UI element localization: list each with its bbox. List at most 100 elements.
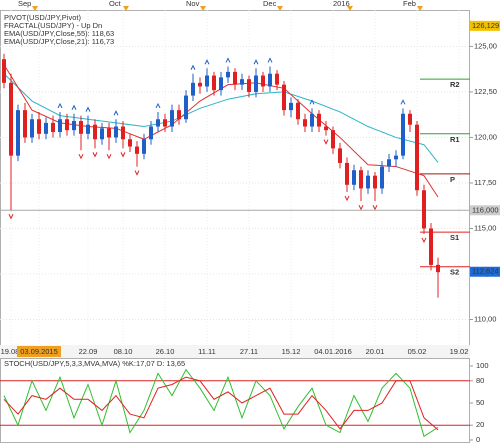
candle-body [352,170,356,185]
price-marker-label: 116,000 [472,205,499,214]
y-tick-label: 122,50 [474,87,497,96]
fractal-up [71,104,77,111]
event-marker [347,6,353,11]
candle-body [128,139,132,147]
fractal-up [225,57,231,63]
candle-body [289,102,293,111]
candle-body [142,139,146,154]
month-label: Feb [403,0,416,8]
fractal-down [120,152,126,158]
fractal-down [344,195,350,202]
candle-body [282,84,286,111]
fractal-down [106,153,112,160]
candle-body [415,124,419,191]
candle-body [436,264,440,273]
osc-y-tick-label: 0 [476,435,480,444]
candle-body [303,119,307,127]
osc-line [3,368,439,438]
fractal-up [85,106,91,112]
candle-body [198,82,202,87]
candle-body [331,130,335,149]
candle-body [247,79,251,92]
candle-body [422,190,426,229]
candle-body [429,228,433,265]
y-tick-label: 120,00 [474,132,497,141]
pivot-label: R2 [450,80,460,89]
candle-body [163,119,167,127]
event-marker [417,6,423,11]
candle-body [261,75,265,87]
candle-body [324,126,328,131]
candle-body [86,124,90,134]
pivot-label: S2 [450,268,459,277]
candle-body [233,71,237,85]
candle-body [135,146,139,154]
candle-body [23,110,27,138]
candle-body [254,75,258,92]
fractal-up [253,59,259,65]
candle-body [359,170,363,189]
candle-body [268,73,272,87]
oscillator-panel [0,358,470,443]
pivot-label: S1 [450,233,459,242]
candle-body [156,119,160,127]
osc-y-tick-label: 50 [476,398,484,407]
grid [0,10,470,345]
candle-body [373,175,377,189]
osc-y-tick-label: 20 [476,420,484,429]
legend-entry: PIVOT(USD/JPY,Pivot) [4,13,81,22]
pivot-label: R1 [450,135,460,144]
candle-body [408,113,412,125]
event-marker [277,6,283,11]
price-marker [470,20,500,31]
plot [0,53,470,438]
fractal-up [400,99,406,105]
candle-body [44,122,48,134]
candle-body [219,77,223,91]
price-marker [470,266,500,277]
candle-body [107,128,111,138]
fractal-up [113,110,119,116]
legend-entry: EMA(USD/JPY,Close,55): 118,63 [4,29,114,38]
x-tick-label: 05.02 [408,347,427,356]
candle-body [240,79,244,85]
x-tick-label: 19.08. [1,347,22,356]
candle-body [100,128,104,140]
ema-line [3,73,439,163]
x-tick-label: 03.09.2015 [20,347,58,356]
legend-entry: FRACTAL(USD/JPY) - Up Dn [4,21,102,30]
fractal-down [134,170,140,176]
event-marker [123,6,129,11]
osc-y-tick-label: 100 [476,361,489,370]
fractal-up [57,102,63,109]
fractal-down [8,214,14,220]
osc-title: STOCH(USD/JPY,5,3,3,MVA,MVA) %K:17,07 D:… [4,359,185,368]
candle-body [184,95,188,120]
candle-body [65,119,69,131]
candle-body [170,110,174,127]
candle-body [366,175,370,189]
month-label: Oct [109,0,122,8]
pivot-label: P [450,175,455,184]
candle-body [212,75,216,91]
event-marker [200,6,206,11]
fractal-down [358,204,364,211]
fractal-down [92,152,98,158]
candle-body [380,166,384,189]
candle-body [191,82,195,96]
x-tick-label: 20.01 [366,347,385,356]
y-tick-label: 125,00 [474,41,497,50]
candle-body [275,73,279,85]
month-label: Sep [18,0,31,8]
candle-body [79,121,83,134]
candle-body [93,124,97,140]
osc-line [3,376,439,431]
fractal-down [421,237,427,244]
x-tick-label: 26.10 [156,347,175,356]
price-marker [470,205,500,216]
x-tick-label: 22.09 [79,347,98,356]
x-tick-label: 08.10 [114,347,133,356]
candle-body [226,71,230,78]
candle-body [177,110,181,120]
fractal-down [323,139,329,145]
